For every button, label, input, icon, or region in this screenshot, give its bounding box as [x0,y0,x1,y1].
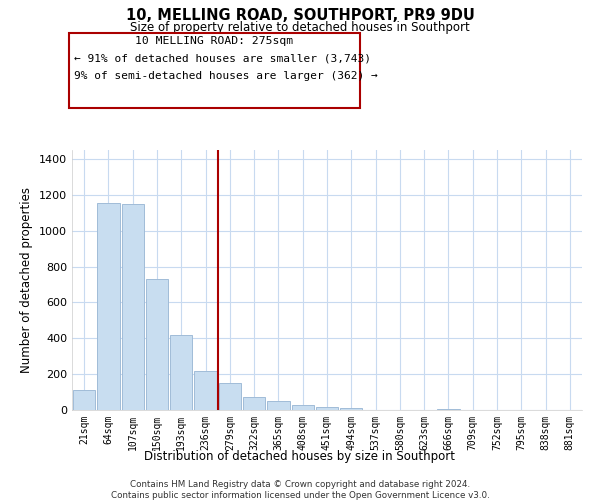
Bar [243,396,265,410]
Bar [340,408,362,410]
Bar [146,279,168,410]
Bar [292,404,314,410]
Text: 9% of semi-detached houses are larger (362) →: 9% of semi-detached houses are larger (3… [74,72,377,82]
Bar [267,401,290,410]
Text: 10 MELLING ROAD: 275sqm: 10 MELLING ROAD: 275sqm [136,36,293,46]
Bar [218,383,241,410]
Bar [170,334,193,410]
Bar [97,203,119,410]
Bar [316,408,338,410]
Text: Contains public sector information licensed under the Open Government Licence v3: Contains public sector information licen… [110,491,490,500]
Text: Size of property relative to detached houses in Southport: Size of property relative to detached ho… [130,21,470,34]
Y-axis label: Number of detached properties: Number of detached properties [20,187,34,373]
Text: Contains HM Land Registry data © Crown copyright and database right 2024.: Contains HM Land Registry data © Crown c… [130,480,470,489]
Bar [437,408,460,410]
Bar [194,370,217,410]
Text: 10, MELLING ROAD, SOUTHPORT, PR9 9DU: 10, MELLING ROAD, SOUTHPORT, PR9 9DU [125,8,475,22]
Text: ← 91% of detached houses are smaller (3,743): ← 91% of detached houses are smaller (3,… [74,54,371,64]
Bar [122,204,144,410]
Bar [73,390,95,410]
Text: Distribution of detached houses by size in Southport: Distribution of detached houses by size … [145,450,455,463]
